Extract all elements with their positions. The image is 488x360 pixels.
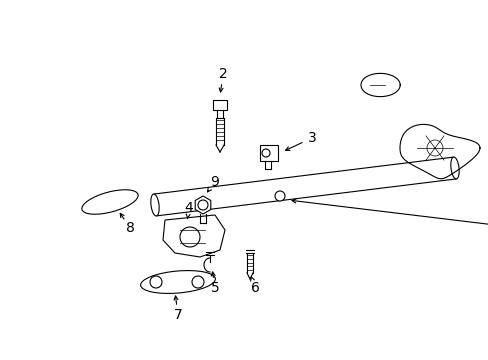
Polygon shape — [195, 196, 210, 214]
Polygon shape — [213, 100, 226, 110]
Text: 4: 4 — [184, 201, 193, 215]
Text: 6: 6 — [250, 281, 259, 295]
Text: 3: 3 — [307, 131, 316, 145]
Polygon shape — [153, 157, 455, 216]
Circle shape — [262, 149, 269, 157]
Text: 8: 8 — [125, 221, 134, 235]
Ellipse shape — [81, 190, 138, 214]
Text: 5: 5 — [210, 281, 219, 295]
Ellipse shape — [141, 271, 215, 293]
Circle shape — [198, 200, 207, 210]
Polygon shape — [163, 215, 224, 257]
Text: 2: 2 — [218, 67, 227, 81]
Circle shape — [150, 276, 162, 288]
Ellipse shape — [450, 157, 458, 179]
Circle shape — [192, 276, 203, 288]
Circle shape — [426, 140, 442, 156]
Text: 7: 7 — [173, 308, 182, 322]
Text: 9: 9 — [210, 175, 219, 189]
Circle shape — [180, 227, 200, 247]
Polygon shape — [260, 145, 278, 161]
Circle shape — [274, 191, 285, 201]
Ellipse shape — [150, 194, 159, 216]
